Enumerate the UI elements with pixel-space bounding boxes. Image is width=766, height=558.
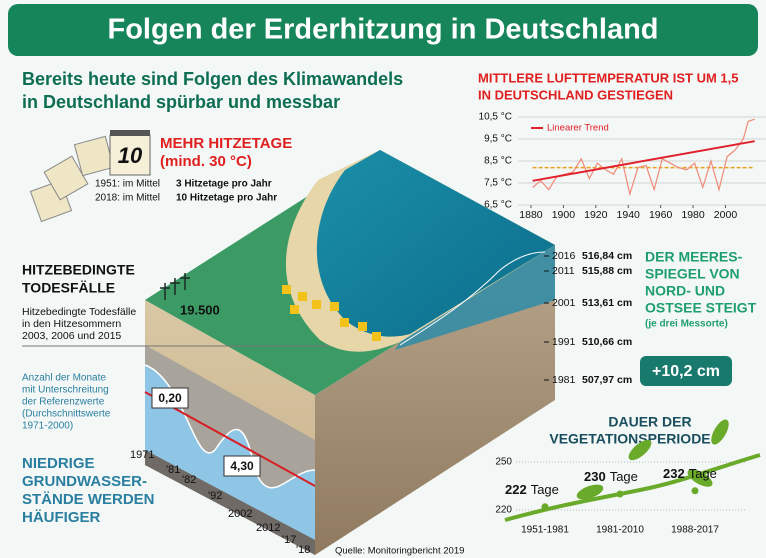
x-tick-label: 1988-2017 — [671, 525, 719, 536]
x-tick-label: 1900 — [552, 209, 576, 221]
year-label: 2012 — [256, 522, 280, 534]
row-label: 1951: im Mittel — [95, 179, 160, 190]
y-tick-label: 220 — [495, 505, 512, 516]
section-title: TODESFÄLLE — [22, 280, 115, 296]
note: der Referenzwerte — [22, 397, 105, 408]
year-label: '17 — [282, 534, 296, 546]
sea-value: 515,88 cm — [582, 265, 632, 277]
sea-year: 2011 — [552, 265, 575, 277]
x-tick-label: 1960 — [649, 209, 673, 221]
sea-value: 513,61 cm — [582, 297, 632, 309]
section-subtitle: (mind. 30 °C) — [160, 153, 252, 170]
sea-value: 510,66 cm — [582, 336, 632, 348]
value-label: 232 Tage — [663, 466, 717, 481]
year-label: '18 — [296, 544, 310, 556]
section-title: NORD- UND — [645, 283, 725, 299]
section-title: VEGETATIONSPERIODE — [549, 431, 710, 447]
note: 1971-2000) — [22, 421, 73, 432]
infographic: Folgen der Erderhitzung in Deutschland B… — [0, 0, 766, 558]
section-title: HÄUFIGER — [22, 509, 101, 526]
x-tick-label: 1981-2010 — [596, 525, 644, 536]
section-title: STÄNDE WERDEN — [22, 491, 155, 508]
year-label: '82 — [182, 474, 196, 486]
value-number: 230 — [584, 469, 606, 484]
section-title: MEHR HITZETAGE — [160, 135, 292, 152]
chart-title: MITTLERE LUFTTEMPERATUR IST UM 1,5 — [478, 70, 738, 85]
section-title: OSTSEE STEIGT — [645, 300, 757, 316]
value-unit: Tage — [531, 482, 559, 497]
y-tick-label: 250 — [495, 457, 512, 468]
row-value: 10 Hitzetage pro Jahr — [176, 193, 277, 204]
vegetation-point — [617, 491, 624, 498]
value-unit: Tage — [689, 466, 717, 481]
intro-line: Bereits heute sind Folgen des Klimawande… — [22, 69, 403, 89]
value-number: 232 — [663, 466, 685, 481]
y-tick-label: 9,5 °C — [484, 134, 512, 145]
row-value: 3 Hitzetage pro Jahr — [176, 179, 272, 190]
sea-value: 507,97 cm — [582, 374, 632, 386]
note: mit Unterschreitung — [22, 385, 109, 396]
groundwater-label: 0,20 — [158, 391, 182, 405]
sea-year: 1981 — [552, 374, 576, 386]
vegetation-point — [542, 503, 549, 510]
calendar-day: 10 — [118, 143, 143, 168]
section-title: GRUNDWASSER- — [22, 473, 147, 490]
note: (Durchschnittswerte — [22, 409, 111, 420]
section-title: SPIEGEL VON — [645, 266, 740, 282]
x-tick-label: 1940 — [617, 209, 641, 221]
value-number: 222 — [505, 482, 527, 497]
section-subtitle: (je drei Messorte) — [645, 319, 728, 330]
value-label: 230 Tage — [584, 469, 638, 484]
x-tick-label: 1920 — [584, 209, 608, 221]
sea-year: 2016 — [552, 250, 576, 262]
x-tick-label: 1951-1981 — [521, 525, 569, 536]
y-tick-label: 8,5 °C — [484, 156, 512, 167]
badge-text: +10,2 cm — [652, 363, 720, 380]
row-label: 2018: im Mittel — [95, 193, 160, 204]
year-label: 1971 — [130, 449, 154, 461]
y-tick-label: 7,5 °C — [484, 178, 512, 189]
source: Quelle: Monitoringbericht 2019 — [335, 546, 464, 557]
year-label: '92 — [208, 490, 222, 502]
year-label: 2002 — [228, 508, 252, 520]
section-title: DER MEERES- — [645, 249, 743, 265]
section-text: Hitzebedingte Todesfälle — [22, 306, 136, 318]
y-tick-label: 6,5 °C — [484, 200, 512, 211]
y-tick-label: 10,5 °C — [479, 112, 512, 123]
sea-value: 516,84 cm — [582, 250, 632, 262]
deaths-value: 19.500 — [180, 302, 220, 317]
note: Anzahl der Monate — [22, 373, 106, 384]
section-title: NIEDRIGE — [22, 455, 95, 472]
vegetation-point — [692, 487, 699, 494]
value-unit: Tage — [610, 469, 638, 484]
section-text: in den Hitzesommern — [22, 318, 121, 330]
value-label: 222 Tage — [505, 482, 559, 497]
page: Folgen der Erderhitzung in Deutschland B… — [0, 0, 766, 558]
groundwater-label: 4,30 — [230, 459, 254, 473]
x-tick-label: 1880 — [519, 209, 543, 221]
x-tick-label: 1980 — [681, 209, 705, 221]
intro-line: in Deutschland spürbar und messbar — [22, 92, 340, 112]
year-label: '81 — [166, 464, 180, 476]
x-tick-label: 2000 — [714, 209, 738, 221]
header-title: Folgen der Erderhitzung in Deutschland — [107, 14, 658, 46]
chart-title: IN DEUTSCHLAND GESTIEGEN — [478, 87, 673, 102]
section-title: HITZEBEDINGTE — [22, 262, 135, 278]
sea-year: 2001 — [552, 297, 576, 309]
section-text: 2003, 2006 und 2015 — [22, 330, 121, 342]
section-title: DAUER DER — [608, 414, 691, 430]
sea-year: 1991 — [552, 336, 576, 348]
legend-label: Linearer Trend — [547, 123, 609, 134]
